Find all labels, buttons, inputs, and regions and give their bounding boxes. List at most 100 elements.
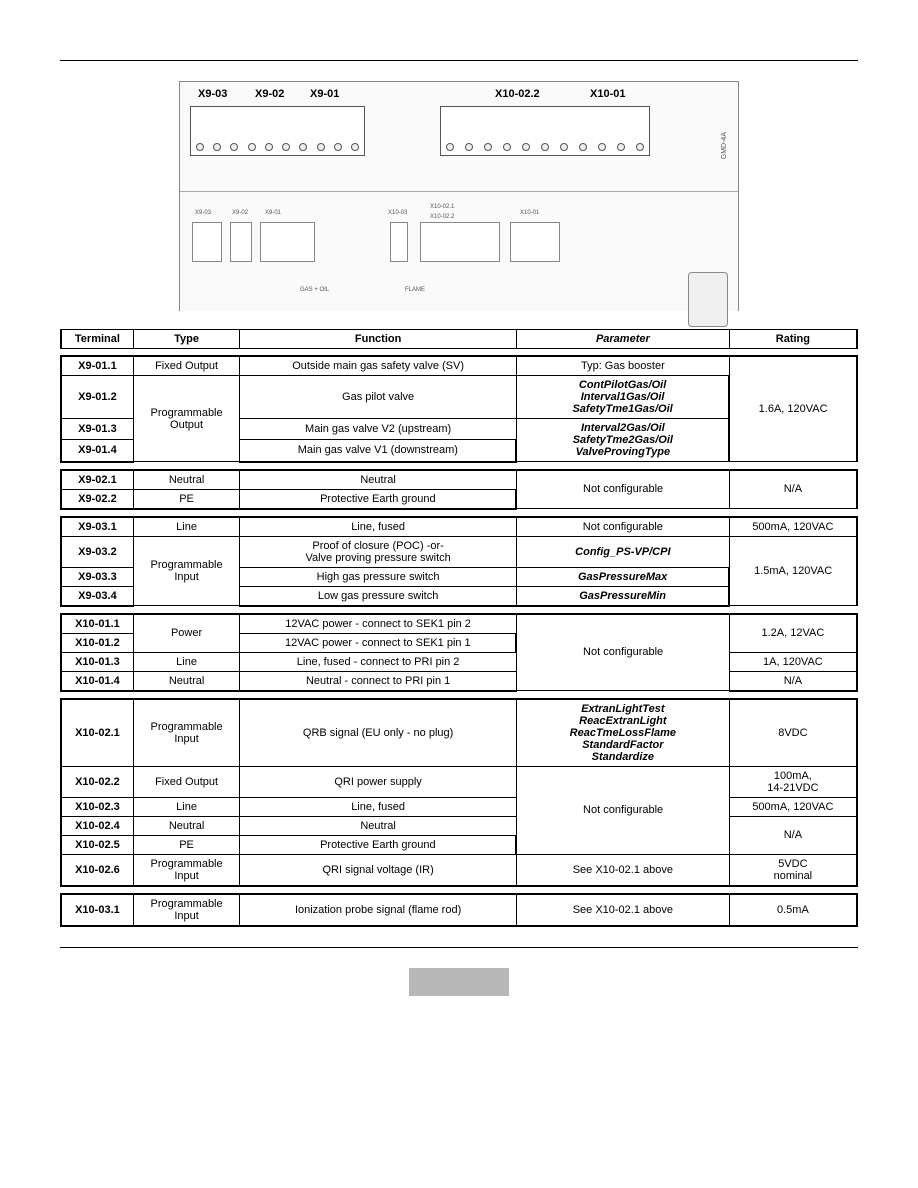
cell-terminal: X10-01.2	[61, 633, 133, 652]
cell-type: Neutral	[133, 671, 239, 691]
terminal-group-4: X10-02.1Programmable InputQRB signal (EU…	[60, 698, 858, 887]
cell-type: PE	[133, 835, 239, 854]
terminal-group-3: X10-01.1Power12VAC power - connect to SE…	[60, 613, 858, 692]
cell-parameter: Not configurable	[516, 766, 729, 854]
cell-function: QRI power supply	[240, 766, 517, 797]
terminal-group-5: X10-03.1Programmable InputIonization pro…	[60, 893, 858, 927]
cell-parameter: Typ: Gas booster	[516, 356, 729, 376]
cell-terminal: X9-03.2	[61, 536, 133, 567]
footer-flame: FLAME	[405, 287, 425, 293]
cell-parameter: See X10-02.1 above	[516, 894, 729, 926]
cell-type: Line	[133, 517, 239, 537]
cell-terminal: X10-01.3	[61, 652, 133, 671]
cell-parameter: GasPressureMin	[516, 586, 729, 606]
cell-type: Programmable Input	[133, 536, 239, 606]
diagram-upper: X9-03 X9-02 X9-01 X10-02.2 X10-01 GMD-4A	[180, 82, 738, 192]
cell-function: QRB signal (EU only - no plug)	[240, 699, 517, 767]
cell-rating: 8VDC	[729, 699, 857, 767]
label-x9-03: X9-03	[198, 88, 227, 100]
th-rating: Rating	[729, 330, 857, 349]
small-block-1	[192, 222, 222, 262]
cell-function: 12VAC power - connect to SEK1 pin 2	[240, 614, 517, 634]
cell-function: Proof of closure (POC) -or-Valve proving…	[240, 536, 517, 567]
cell-type: Fixed Output	[133, 356, 239, 376]
cell-terminal: X9-02.2	[61, 489, 133, 509]
cell-terminal: X10-02.6	[61, 854, 133, 886]
cell-rating: 500mA, 120VAC	[729, 797, 857, 816]
cell-rating: N/A	[729, 816, 857, 854]
cell-terminal: X10-02.2	[61, 766, 133, 797]
label-x9-02: X9-02	[255, 88, 284, 100]
cell-terminal: X10-01.4	[61, 671, 133, 691]
cell-function: Main gas valve V2 (upstream)	[240, 419, 517, 440]
gmd-label: GMD-4A	[721, 132, 728, 159]
th-type: Type	[133, 330, 239, 349]
cell-function: Neutral - connect to PRI pin 1	[240, 671, 517, 691]
label-x10-01: X10-01	[590, 88, 625, 100]
cell-function: Ionization probe signal (flame rod)	[240, 894, 517, 926]
connector-block-x9	[190, 106, 365, 156]
cell-rating: 1A, 120VAC	[729, 652, 857, 671]
terminal-group-0: X9-01.1Fixed OutputOutside main gas safe…	[60, 355, 858, 463]
cell-function: Neutral	[240, 816, 517, 835]
cell-parameter: Interval2Gas/OilSafetyTme2Gas/OilValvePr…	[516, 419, 729, 462]
cell-type: Neutral	[133, 470, 239, 490]
th-function: Function	[240, 330, 517, 349]
cell-function: Protective Earth ground	[240, 489, 517, 509]
rule-top	[60, 60, 858, 61]
connector-block-x10	[440, 106, 650, 156]
terminal-group-2: X9-03.1LineLine, fusedNot configurable50…	[60, 516, 858, 607]
cell-rating: 100mA,14-21VDC	[729, 766, 857, 797]
terminal-table-body: X9-01.1Fixed OutputOutside main gas safe…	[60, 349, 858, 927]
small-block-6	[510, 222, 560, 262]
diagram-lower: X9-03 X9-02 X9-01 X10-03 X10-02.1 X10-02…	[180, 192, 738, 311]
cell-type: Line	[133, 652, 239, 671]
small-block-4	[390, 222, 408, 262]
cell-function: Neutral	[240, 470, 517, 490]
cell-function: Line, fused	[240, 517, 517, 537]
cell-rating: 0.5mA	[729, 894, 857, 926]
cell-type: Power	[133, 614, 239, 653]
cell-function: Line, fused - connect to PRI pin 2	[240, 652, 517, 671]
small-block-3	[260, 222, 315, 262]
label-x10-02-2: X10-02.2	[495, 88, 540, 100]
cell-function: 12VAC power - connect to SEK1 pin 1	[240, 633, 517, 652]
footer-gas-oil: GAS + OIL	[300, 287, 329, 293]
cell-terminal: X9-01.2	[61, 376, 133, 419]
cell-terminal: X9-01.1	[61, 356, 133, 376]
cell-terminal: X10-02.1	[61, 699, 133, 767]
cell-type: Programmable Input	[133, 699, 239, 767]
cell-rating: N/A	[729, 470, 857, 509]
page-number-box	[409, 968, 509, 996]
cell-terminal: X9-03.1	[61, 517, 133, 537]
terminal-group-1: X9-02.1NeutralNeutralNot configurableN/A…	[60, 469, 858, 510]
cell-parameter: Not configurable	[516, 614, 729, 691]
sd-slot	[688, 272, 728, 327]
cell-parameter: Not configurable	[516, 517, 729, 537]
cell-function: Low gas pressure switch	[240, 586, 517, 606]
small-block-5	[420, 222, 500, 262]
cell-rating: 1.2A, 12VAC	[729, 614, 857, 653]
cell-rating: 5VDCnominal	[729, 854, 857, 886]
cell-parameter: GasPressureMax	[516, 567, 729, 586]
cell-terminal: X9-03.4	[61, 586, 133, 606]
cell-function: Gas pilot valve	[240, 376, 517, 419]
cell-rating: 1.6A, 120VAC	[729, 356, 857, 462]
cell-parameter: ExtranLightTestReacExtranLightReacTmeLos…	[516, 699, 729, 767]
cell-type: Neutral	[133, 816, 239, 835]
cell-parameter: See X10-02.1 above	[516, 854, 729, 886]
cell-parameter: ContPilotGas/OilInterval1Gas/OilSafetyTm…	[516, 376, 729, 419]
rule-bottom	[60, 947, 858, 948]
cell-terminal: X10-01.1	[61, 614, 133, 634]
cell-terminal: X9-02.1	[61, 470, 133, 490]
th-terminal: Terminal	[61, 330, 133, 349]
cell-terminal: X10-02.5	[61, 835, 133, 854]
cell-terminal: X10-02.4	[61, 816, 133, 835]
header-table: Terminal Type Function Parameter Rating	[60, 329, 858, 349]
cell-function: High gas pressure switch	[240, 567, 517, 586]
cell-terminal: X10-02.3	[61, 797, 133, 816]
cell-type: Programmable Input	[133, 854, 239, 886]
label-x9-01: X9-01	[310, 88, 339, 100]
cell-rating: 1.5mA, 120VAC	[729, 536, 857, 606]
cell-terminal: X9-01.3	[61, 419, 133, 440]
